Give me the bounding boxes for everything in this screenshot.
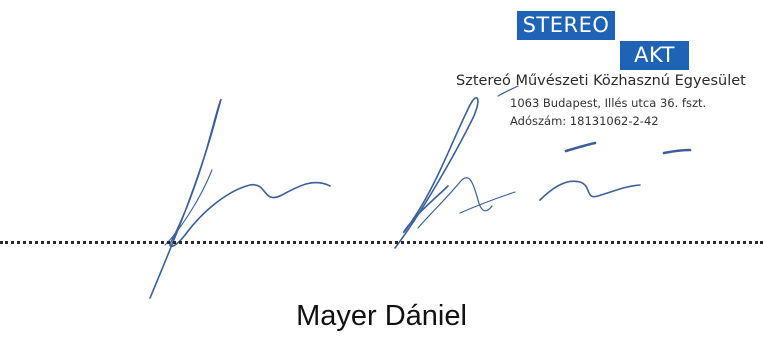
stamp-logo-stereo: STEREO: [517, 11, 615, 40]
signature-stroke-1: [149, 98, 331, 299]
signature-stroke-2: [164, 169, 213, 246]
stamp-organization-name: Sztereó Művészeti Közhasznú Egyesület: [456, 73, 746, 89]
signature-stroke-4: [417, 177, 493, 229]
signature-stroke-5: [459, 191, 516, 214]
signature-stroke-9: [497, 85, 519, 97]
signature-stroke-6: [539, 180, 641, 201]
signer-name: Mayer Dániel: [296, 300, 467, 332]
stamp-tax-number: Adószám: 18131062-2-42: [510, 114, 659, 128]
signature-stroke-3: [394, 97, 479, 249]
signature-stroke-7: [564, 141, 597, 153]
signature-stroke-8: [662, 148, 692, 155]
stamp-address: 1063 Budapest, Illés utca 36. fszt.: [510, 96, 707, 110]
signature-line: [0, 241, 763, 244]
stamp-logo-akt: AKT: [620, 41, 689, 70]
